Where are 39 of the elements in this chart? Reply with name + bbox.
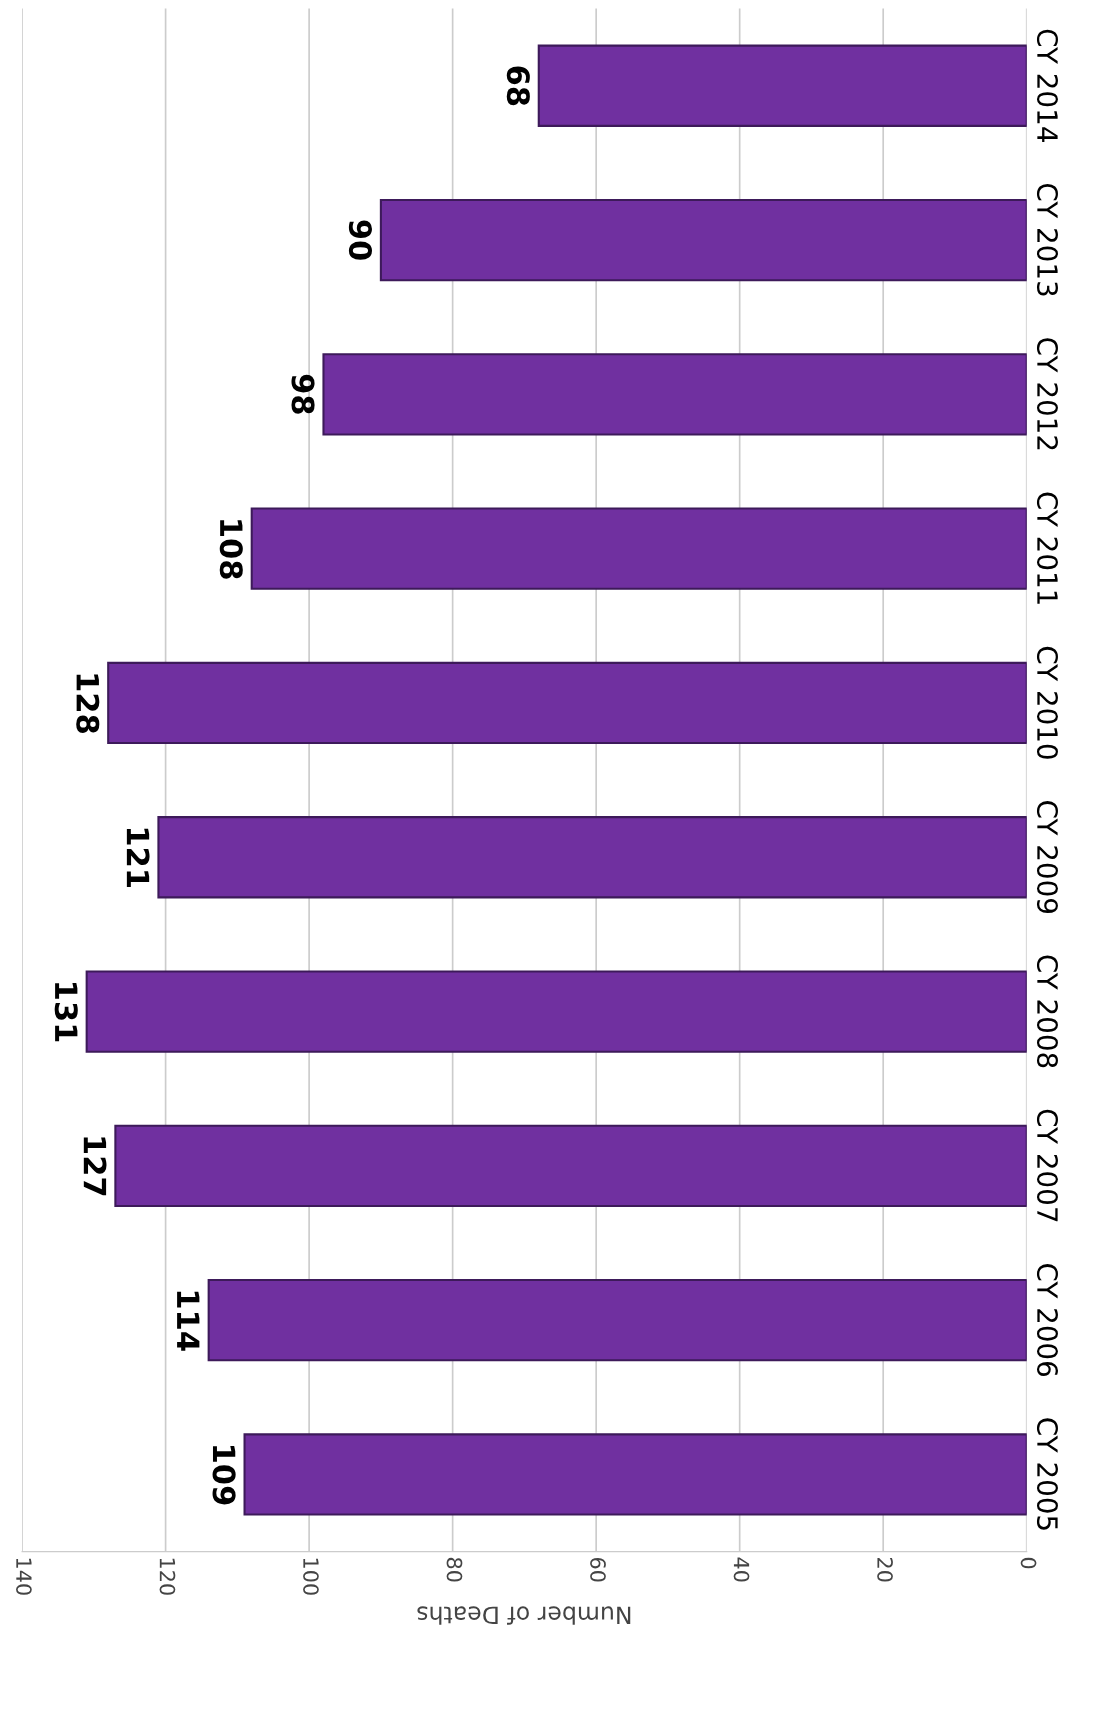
y-tick-label: CY 2011 [1036,492,1058,604]
y-tick-label: CY 2010 [1036,646,1058,759]
data-label: 128 [76,674,100,733]
bar [114,1124,1027,1208]
y-tick-label: CY 2005 [1036,1418,1058,1530]
x-tick-label: 20 [877,1557,893,1582]
y-tick-label: CY 2014 [1036,29,1058,142]
data-label: 121 [126,828,150,888]
x-axis-title: Number of Deaths [417,1606,631,1625]
bar [157,816,1027,899]
data-label: 114 [177,1291,200,1351]
x-tick-label: 80 [446,1557,463,1582]
y-tick-label: CY 2013 [1036,183,1058,296]
data-label: 109 [212,1446,236,1505]
x-tick-label: 40 [733,1557,750,1582]
x-tick-label: 0 [1020,1557,1037,1569]
data-label: 127 [83,1137,107,1196]
bar [322,353,1027,436]
y-tick-label: CY 2012 [1036,338,1058,450]
data-label: 68 [506,66,530,106]
data-label: 98 [291,374,315,414]
y-tick-label: CY 2007 [1036,1109,1058,1222]
x-tick-label: 120 [159,1558,176,1595]
bar [243,1433,1027,1516]
bar [250,507,1027,590]
bar [85,970,1027,1053]
bar [107,661,1027,745]
data-label: 108 [219,520,243,579]
x-tick-label: 140 [16,1558,32,1595]
data-label: 90 [348,220,373,260]
x-tick-label: 60 [590,1557,606,1582]
y-tick-label: CY 2008 [1036,955,1058,1068]
y-tick-label: CY 2006 [1036,1264,1058,1377]
y-tick-label: CY 2009 [1036,801,1058,914]
x-tick-label: 100 [303,1558,319,1595]
bar [379,198,1027,282]
bar [537,44,1027,127]
bar [207,1279,1027,1362]
data-label: 131 [54,983,78,1042]
